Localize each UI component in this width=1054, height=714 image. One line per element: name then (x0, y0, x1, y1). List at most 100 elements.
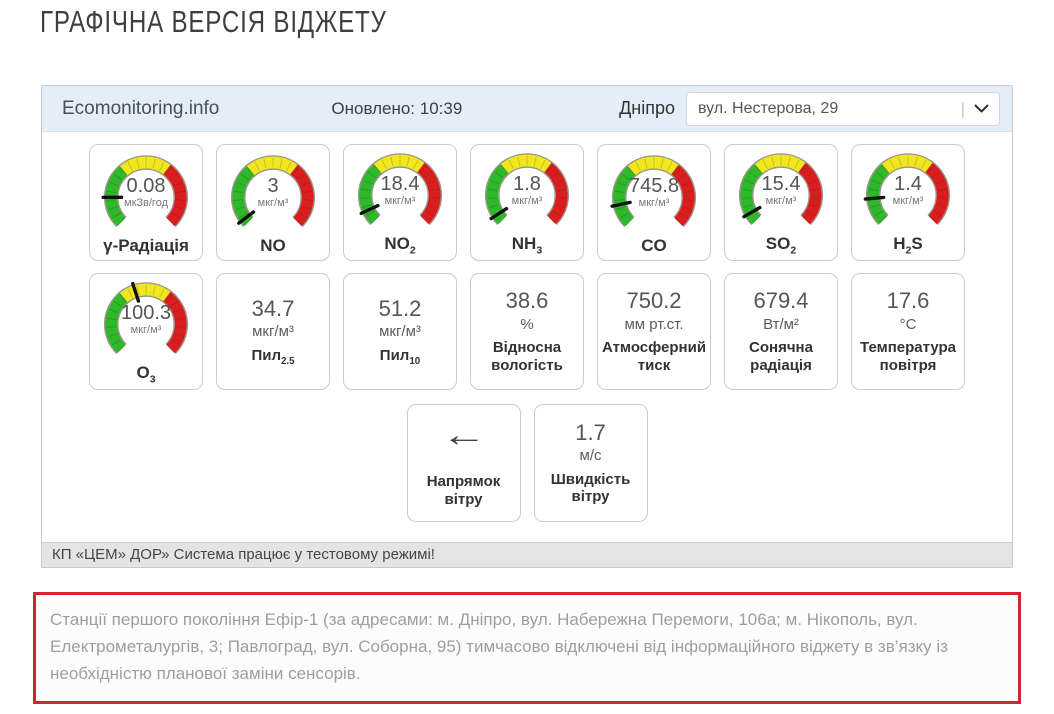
dust-pm2-5-label: Пил2.5 (251, 346, 295, 367)
sensor-card-dust-pm10: 51.2 мкг/м³ Пил10 (343, 273, 457, 390)
no-gauge-icon (230, 154, 316, 227)
humidity-unit: % (520, 315, 534, 333)
no-label: NO (260, 235, 286, 255)
so2-gauge-icon (738, 153, 824, 226)
no-needle (237, 209, 256, 225)
nh3-label: NH3 (511, 234, 543, 257)
air-temperature-label: Температура повітря (860, 339, 956, 374)
sensor-card-wind-direction: ← Напрямок вітру (406, 404, 521, 522)
card-row-1: 0.08 мкЗв/год γ-Радіація 3 мкг/м³ NO 18.4 мкг/м… (42, 144, 1012, 261)
co-reading: 745.8 мкг/м³ (607, 175, 701, 211)
brand-title: Ecomonitoring.info (62, 97, 220, 119)
o3-unit: мкг/м³ (130, 324, 162, 337)
dust-pm10-value: 51.2 (378, 295, 422, 321)
o3-value: 100.3 (120, 302, 172, 324)
wind-direction-arrow-icon: ← (440, 415, 487, 454)
card-row-3: ← Напрямок вітру 1.7 м/с Швидкість вітру (42, 404, 1012, 522)
gamma-radiation-label: γ-Радіація (103, 235, 189, 255)
nh3-needle (489, 206, 509, 221)
so2-needle (742, 205, 762, 219)
nh3-reading: 1.8 мкг/м³ (480, 173, 574, 209)
sensor-card-so2: 15.4 мкг/м³ SO2 (724, 144, 838, 261)
co-gauge-icon (610, 154, 697, 227)
wind-speed-value: 1.7 (575, 419, 606, 445)
no-unit: мкг/м³ (257, 197, 289, 210)
sensor-card-nh3: 1.8 мкг/м³ NH3 (470, 144, 584, 261)
pressure-label: Атмосферний тиск (601, 339, 707, 374)
co-needle (610, 200, 632, 208)
h2s-gauge-wrap: 1.4 мкг/м³ (861, 150, 955, 234)
co-label: CO (641, 235, 667, 255)
notice-box: Станції першого покоління Ефір-1 (за адр… (33, 592, 1021, 704)
no2-gauge-icon (357, 153, 443, 226)
ecomonitoring-widget: Ecomonitoring.info Оновлено: 10:39 Дніпр… (41, 85, 1013, 568)
o3-reading: 100.3 мкг/м³ (99, 302, 193, 338)
nh3-gauge-wrap: 1.8 мкг/м³ (480, 150, 574, 234)
no2-unit: мкг/м³ (384, 195, 416, 208)
notice-text: Станції першого покоління Ефір-1 (за адр… (50, 610, 948, 684)
h2s-label: H2S (893, 234, 923, 257)
sensor-card-co: 745.8 мкг/м³ CO (597, 144, 711, 261)
h2s-needle (863, 195, 886, 201)
gamma-radiation-gauge-wrap: 0.08 мкЗв/год (99, 152, 193, 236)
solar-radiation-value: 679.4 (753, 288, 809, 314)
so2-value: 15.4 (761, 173, 801, 195)
sensor-card-no: 3 мкг/м³ NO (216, 144, 330, 261)
o3-label: O3 (136, 363, 156, 386)
dust-pm10-unit: мкг/м³ (379, 323, 421, 341)
wind-speed-unit: м/с (579, 447, 602, 465)
card-row-2: 100.3 мкг/м³ O3 34.7 мкг/м³ Пил2.5 51.2 мкг/м³ П… (42, 273, 1012, 390)
select-separator: | (960, 98, 965, 118)
sensor-rows: 0.08 мкЗв/год γ-Радіація 3 мкг/м³ NO 18.4 мкг/м… (42, 132, 1012, 532)
dust-pm2-5-unit: мкг/м³ (252, 323, 294, 341)
sensor-card-dust-pm2-5: 34.7 мкг/м³ Пил2.5 (216, 273, 330, 390)
wind-direction-label: Напрямок вітру (426, 472, 501, 508)
co-value: 745.8 (628, 174, 680, 197)
h2s-value: 1.4 (894, 173, 922, 195)
o3-needle (131, 281, 141, 303)
gamma-radiation-gauge-icon (101, 154, 189, 227)
o3-gauge-wrap: 100.3 мкг/м³ (99, 279, 193, 363)
solar-radiation-unit: Вт/м² (763, 315, 799, 333)
h2s-unit: мкг/м³ (892, 195, 924, 208)
so2-reading: 15.4 мкг/м³ (734, 173, 828, 209)
co-unit: мкг/м³ (638, 197, 670, 210)
no-value: 3 (267, 174, 279, 197)
page-title: ГРАФІЧНА ВЕРСІЯ ВІДЖЕТУ (40, 4, 387, 39)
h2s-reading: 1.4 мкг/м³ (861, 173, 955, 209)
so2-label: SO2 (765, 234, 797, 257)
widget-footer: КП «ЦЕМ» ДОР» Система працює у тестовому… (42, 542, 1012, 567)
so2-gauge-wrap: 15.4 мкг/м³ (734, 150, 828, 234)
air-temperature-unit: °C (899, 315, 917, 333)
station-select[interactable]: вул. Нестерова, 29 | (686, 91, 1000, 126)
chevron-down-icon (974, 104, 989, 113)
no-gauge-wrap: 3 мкг/м³ (226, 152, 320, 236)
sensor-card-solar-radiation: 679.4 Вт/м² Сонячна радіація (724, 273, 838, 390)
gamma-radiation-value: 0.08 (126, 174, 166, 197)
dust-pm2-5-value: 34.7 (251, 295, 295, 321)
sensor-card-no2: 18.4 мкг/м³ NO2 (343, 144, 457, 261)
no2-value: 18.4 (380, 173, 420, 195)
sensor-card-h2s: 1.4 мкг/м³ H2S (851, 144, 965, 261)
widget-header: Ecomonitoring.info Оновлено: 10:39 Дніпр… (42, 86, 1012, 132)
city-label: Дніпро (619, 98, 675, 118)
so2-unit: мкг/м³ (765, 195, 797, 208)
pressure-value: 750.2 (626, 288, 682, 314)
pressure-unit: мм рт.ст. (624, 315, 684, 333)
sensor-card-humidity: 38.6% Відносна вологість (470, 273, 584, 390)
nh3-value: 1.8 (513, 173, 541, 195)
nh3-gauge-icon (484, 153, 570, 226)
updated-timestamp: Оновлено: 10:39 (331, 98, 463, 118)
dust-pm10-label: Пил10 (379, 346, 421, 367)
no-reading: 3 мкг/м³ (226, 175, 320, 211)
station-select-value: вул. Нестерова, 29 (698, 99, 839, 117)
humidity-label: Відносна вологість (491, 339, 563, 374)
co-gauge-wrap: 745.8 мкг/м³ (607, 152, 701, 236)
sensor-card-wind-speed: 1.7 м/с Швидкість вітру (533, 404, 648, 522)
nh3-unit: мкг/м³ (511, 195, 543, 208)
gamma-radiation-reading: 0.08 мкЗв/год (99, 175, 193, 211)
solar-radiation-label: Сонячна радіація (749, 339, 813, 374)
wind-speed-label: Швидкість вітру (550, 470, 631, 506)
humidity-value: 38.6 (505, 288, 549, 314)
sensor-card-o3: 100.3 мкг/м³ O3 (89, 273, 203, 390)
